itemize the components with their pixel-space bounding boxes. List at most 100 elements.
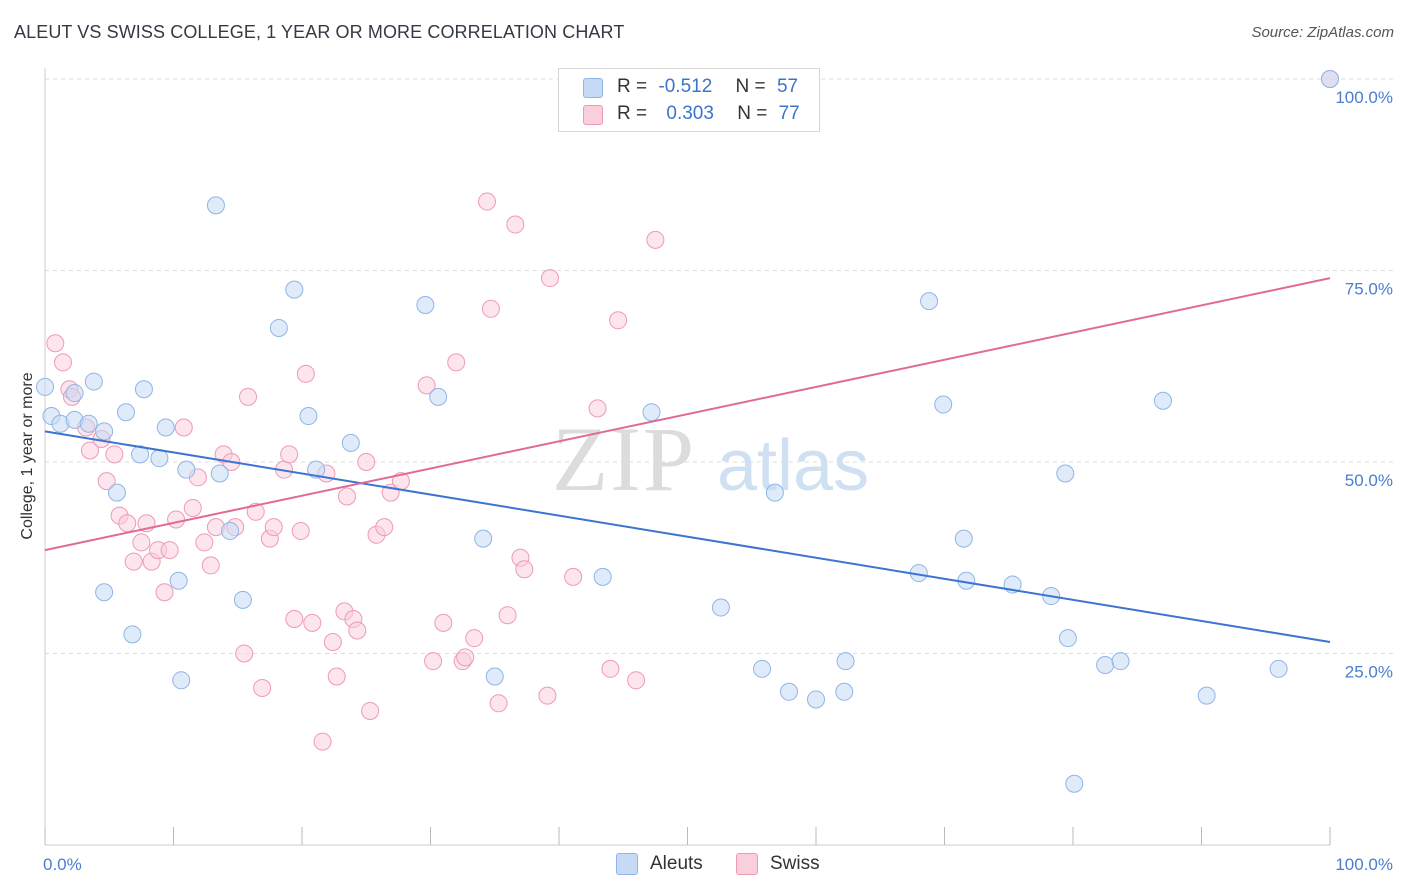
swiss-point: [97, 472, 116, 491]
aleut-point: [156, 418, 175, 437]
swiss-point: [489, 694, 508, 713]
swiss-point: [646, 230, 665, 249]
aleut-point: [954, 529, 973, 548]
swiss-point: [132, 533, 151, 552]
swiss-point: [478, 192, 497, 211]
swiss-point: [481, 299, 500, 318]
swiss-point: [601, 659, 620, 678]
aleut-point: [285, 280, 304, 299]
swiss-point: [239, 387, 258, 406]
x-tick-label: 100.0%: [1335, 855, 1393, 874]
aleut-point: [307, 460, 326, 479]
aleut-point: [172, 671, 191, 690]
swiss-point: [264, 518, 283, 537]
swiss-point: [357, 453, 376, 471]
aleut-point: [765, 483, 784, 502]
swiss-point: [323, 633, 342, 652]
aleut-point: [835, 682, 854, 701]
aleut-point: [341, 433, 360, 452]
aleut-point: [134, 380, 153, 399]
swiss-point: [167, 510, 186, 529]
swiss-point: [327, 667, 346, 686]
aleut-point: [131, 445, 150, 464]
swiss-n-value: 77: [778, 103, 800, 124]
aleut-r-label: R =: [617, 76, 648, 97]
swiss-point: [160, 541, 179, 560]
swiss-point: [80, 441, 99, 460]
swiss-point: [53, 353, 72, 372]
swiss-point: [155, 583, 174, 602]
aleut-n-label: N =: [735, 76, 766, 97]
aleut-point: [593, 567, 612, 586]
aleut-point: [107, 483, 126, 502]
aleut-points: [36, 70, 1339, 793]
aleut-point: [36, 377, 54, 396]
aleut-point: [210, 464, 229, 483]
swiss-point: [506, 215, 525, 234]
swiss-point: [465, 629, 484, 648]
aleut-n-value: 57: [776, 76, 799, 97]
aleut-point: [1056, 464, 1075, 483]
watermark-zip: ZIP: [552, 408, 696, 510]
aleut-point: [150, 449, 169, 468]
aleut-point: [642, 403, 661, 422]
aleut-point: [116, 403, 135, 422]
aleut-point: [95, 583, 114, 602]
legend-text-swiss: R = 0.303 N = 77: [617, 103, 800, 125]
swiss-point: [174, 418, 193, 437]
swiss-legend-swatch: [736, 853, 758, 875]
swiss-point: [434, 613, 453, 632]
chart-title: ALEUT VS SWISS COLLEGE, 1 YEAR OR MORE C…: [14, 22, 625, 42]
swiss-point: [424, 652, 443, 671]
swiss-point: [588, 399, 607, 418]
aleut-point: [780, 682, 799, 701]
aleut-point: [753, 659, 772, 678]
aleut-point: [1111, 652, 1130, 671]
aleut-point: [84, 372, 103, 391]
legend-item-swiss: Swiss: [736, 852, 820, 876]
swiss-n-label: N =: [737, 103, 768, 124]
watermark-atlas: atlas: [717, 426, 869, 506]
swiss-r-label: R =: [617, 103, 648, 124]
aleut-point: [934, 395, 953, 414]
aleut-point: [269, 318, 288, 337]
swiss-point: [285, 610, 304, 629]
tick-labels: 25.0% 50.0% 75.0% 100.0% 0.0% 100.0%: [43, 88, 1393, 874]
swiss-point: [348, 621, 367, 640]
aleut-point: [299, 407, 318, 426]
trendlines: [44, 277, 1331, 643]
legend-text-aleut: R = -0.512 N = 57: [617, 76, 798, 98]
swiss-point: [627, 671, 646, 690]
swiss-swatch: [583, 105, 603, 125]
y-tick-label: 75.0%: [1345, 280, 1393, 299]
aleut-point: [416, 295, 435, 314]
swiss-point: [447, 353, 466, 372]
swiss-point: [296, 364, 315, 383]
swiss-point: [538, 686, 557, 705]
swiss-point: [105, 445, 124, 464]
aleuts-legend-swatch: [616, 853, 638, 875]
y-tick-label: 50.0%: [1345, 471, 1393, 490]
swiss-point: [456, 648, 475, 667]
aleut-point: [206, 196, 225, 215]
aleut-point: [1197, 686, 1216, 705]
aleut-point: [233, 590, 252, 609]
swiss-points: [46, 70, 1339, 751]
aleut-point: [1153, 391, 1172, 410]
y-tick-label: 25.0%: [1345, 663, 1393, 682]
swiss-point: [417, 376, 436, 395]
aleut-point: [221, 521, 240, 540]
aleut-point: [920, 292, 939, 311]
swiss-point: [195, 533, 214, 552]
aleut-point: [485, 667, 504, 686]
aleut-point: [1058, 629, 1077, 648]
aleut-point: [95, 422, 114, 441]
aleut-point: [1269, 659, 1288, 678]
aleut-point: [1096, 655, 1115, 674]
swiss-point: [118, 514, 137, 533]
swiss-point: [253, 678, 272, 697]
swiss-point: [515, 560, 534, 579]
watermark: ZIP atlas: [552, 408, 869, 510]
aleuts-legend-label: Aleuts: [650, 853, 703, 874]
